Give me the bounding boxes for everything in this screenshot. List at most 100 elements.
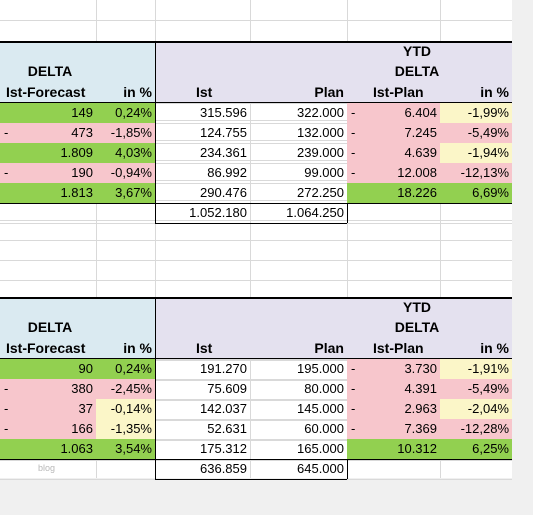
- ist-value: 86.992: [207, 165, 247, 180]
- grid-row-line: [0, 439, 512, 440]
- ist-value: 191.270: [200, 361, 247, 376]
- grid-row-line: [0, 123, 512, 124]
- totals-bottom-border: [155, 223, 347, 224]
- delta-forecast-pct: 3,67%: [96, 183, 155, 203]
- header-band-left: [0, 297, 155, 358]
- delta-forecast-pct: -0,94%: [96, 163, 155, 183]
- table-top-border: [0, 41, 512, 43]
- delta-forecast-pct: 0,24%: [96, 359, 155, 379]
- totals-right-border: [347, 203, 348, 223]
- grid-row-line: [0, 280, 512, 281]
- ist-plan-header: Ist-Plan: [373, 340, 424, 356]
- grid-row-line: [0, 399, 512, 400]
- spreadsheet-sheet: YTD DELTA DELTA Ist-Forecast in % Ist Plan Ist-…: [0, 0, 512, 480]
- table-top-border: [0, 297, 512, 299]
- pct-header-left: in %: [123, 84, 152, 100]
- delta-forecast-pct: -1,35%: [96, 419, 155, 439]
- minus-sign: -: [4, 165, 9, 180]
- delta-plan-value: 7.245: [347, 123, 440, 143]
- minus-sign: -: [351, 105, 356, 120]
- grid-row-line: [0, 143, 512, 144]
- delta-header-left: DELTA: [27, 319, 73, 335]
- header-bottom-border: [0, 102, 512, 103]
- delta-forecast-pct: -2,45%: [96, 379, 155, 399]
- grid-row-line: [0, 440, 512, 441]
- delta-forecast-value: 37: [0, 399, 96, 419]
- totals-right-border: [347, 459, 348, 479]
- delta-plan-value: 10.312: [347, 439, 440, 459]
- plan-value: 60.000: [304, 421, 344, 436]
- table-divider-vertical: [155, 297, 156, 460]
- delta-forecast-value: 190: [0, 163, 96, 183]
- ist-total: 1.052.180: [189, 205, 247, 220]
- delta-forecast-value: 1.813: [0, 183, 96, 203]
- delta-plan-pct: -2,04%: [440, 399, 512, 419]
- delta-plan-value: 4.391: [347, 379, 440, 399]
- plan-value: 239.000: [297, 145, 344, 160]
- grid-col-line: [440, 0, 441, 478]
- delta-plan-value: 12.008: [347, 163, 440, 183]
- plan-value: 165.000: [297, 441, 344, 456]
- pct-header-right: in %: [480, 84, 509, 100]
- grid-row-line: [0, 419, 512, 420]
- plan-total: 645.000: [297, 461, 344, 476]
- minus-sign: -: [351, 145, 356, 160]
- delta-forecast-value: 1.063: [0, 439, 96, 459]
- plan-value: 195.000: [297, 361, 344, 376]
- grid-col-line: [250, 0, 251, 478]
- grid-col-line: [96, 0, 97, 478]
- ist-value: 290.476: [200, 185, 247, 200]
- minus-sign: -: [4, 125, 9, 140]
- ist-forecast-header: Ist-Forecast: [6, 340, 86, 356]
- minus-sign: -: [351, 125, 356, 140]
- minus-sign: -: [4, 421, 9, 436]
- pct-header-left: in %: [123, 340, 152, 356]
- delta-forecast-pct: 4,03%: [96, 143, 155, 163]
- grid-row-line: [0, 20, 512, 21]
- grid-row-line: [0, 140, 512, 141]
- delta-forecast-value: 166: [0, 419, 96, 439]
- ist-value: 142.037: [200, 401, 247, 416]
- totals-top-border: [0, 459, 512, 460]
- delta-header-right: DELTA: [394, 319, 440, 335]
- ist-value: 234.361: [200, 145, 247, 160]
- delta-header-left: DELTA: [27, 63, 73, 79]
- minus-sign: -: [351, 361, 356, 376]
- ytd-header: YTD: [403, 43, 431, 59]
- grid-row-line: [0, 360, 512, 361]
- minus-sign: -: [351, 401, 356, 416]
- grid-row-line: [0, 103, 512, 104]
- minus-sign: -: [351, 421, 356, 436]
- plan-header: Plan: [314, 340, 344, 356]
- totals-left-border: [155, 459, 156, 479]
- plan-value: 132.000: [297, 125, 344, 140]
- minus-sign: -: [4, 401, 9, 416]
- delta-forecast-value: 380: [0, 379, 96, 399]
- plan-value: 99.000: [304, 165, 344, 180]
- minus-sign: -: [4, 381, 9, 396]
- plan-value: 80.000: [304, 381, 344, 396]
- grid-row-line: [0, 240, 512, 241]
- grid-row-line: [0, 160, 512, 161]
- delta-plan-value: 3.730: [347, 359, 440, 379]
- ist-forecast-header: Ist-Forecast: [6, 84, 86, 100]
- delta-plan-pct: -1,94%: [440, 143, 512, 163]
- grid-col-line: [347, 0, 348, 478]
- grid-row-line: [0, 163, 512, 164]
- delta-forecast-value: 1.809: [0, 143, 96, 163]
- totals-top-border: [0, 203, 512, 204]
- delta-plan-value: 7.369: [347, 419, 440, 439]
- grid-row-line: [0, 460, 512, 461]
- blog-watermark: blog: [38, 463, 56, 473]
- ist-value: 52.631: [207, 421, 247, 436]
- grid-row-line: [0, 359, 512, 360]
- delta-plan-pct: -5,49%: [440, 123, 512, 143]
- plan-value: 272.250: [297, 185, 344, 200]
- delta-forecast-value: 473: [0, 123, 96, 143]
- delta-plan-pct: -5,49%: [440, 379, 512, 399]
- ist-header: Ist: [196, 84, 213, 100]
- delta-plan-pct: 6,69%: [440, 183, 512, 203]
- totals-bottom-border: [155, 479, 347, 480]
- grid-row-line: [0, 220, 512, 221]
- grid-row-line: [0, 260, 512, 261]
